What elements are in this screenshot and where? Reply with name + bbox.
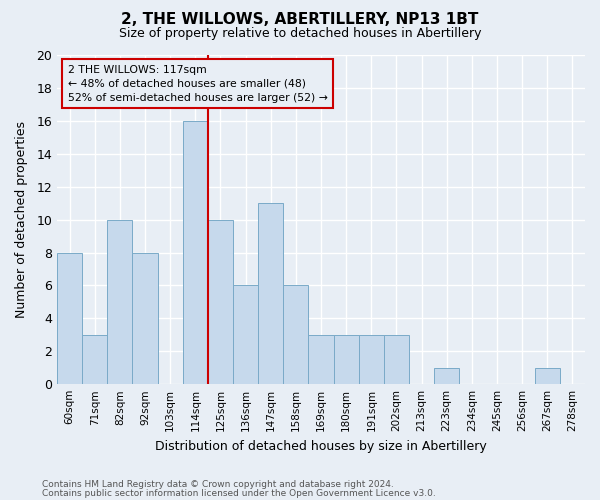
Bar [283, 286, 308, 384]
Bar [133, 252, 158, 384]
Bar [183, 121, 208, 384]
Y-axis label: Number of detached properties: Number of detached properties [15, 121, 28, 318]
Bar [334, 335, 359, 384]
Bar [233, 286, 258, 384]
Bar [107, 220, 133, 384]
Text: 2 THE WILLOWS: 117sqm
← 48% of detached houses are smaller (48)
52% of semi-deta: 2 THE WILLOWS: 117sqm ← 48% of detached … [68, 65, 328, 103]
X-axis label: Distribution of detached houses by size in Abertillery: Distribution of detached houses by size … [155, 440, 487, 452]
Text: Contains public sector information licensed under the Open Government Licence v3: Contains public sector information licen… [42, 488, 436, 498]
Text: Contains HM Land Registry data © Crown copyright and database right 2024.: Contains HM Land Registry data © Crown c… [42, 480, 394, 489]
Bar [535, 368, 560, 384]
Bar [434, 368, 460, 384]
Bar [57, 252, 82, 384]
Bar [384, 335, 409, 384]
Bar [308, 335, 334, 384]
Bar [258, 203, 283, 384]
Bar [359, 335, 384, 384]
Bar [208, 220, 233, 384]
Text: Size of property relative to detached houses in Abertillery: Size of property relative to detached ho… [119, 28, 481, 40]
Bar [82, 335, 107, 384]
Text: 2, THE WILLOWS, ABERTILLERY, NP13 1BT: 2, THE WILLOWS, ABERTILLERY, NP13 1BT [121, 12, 479, 28]
